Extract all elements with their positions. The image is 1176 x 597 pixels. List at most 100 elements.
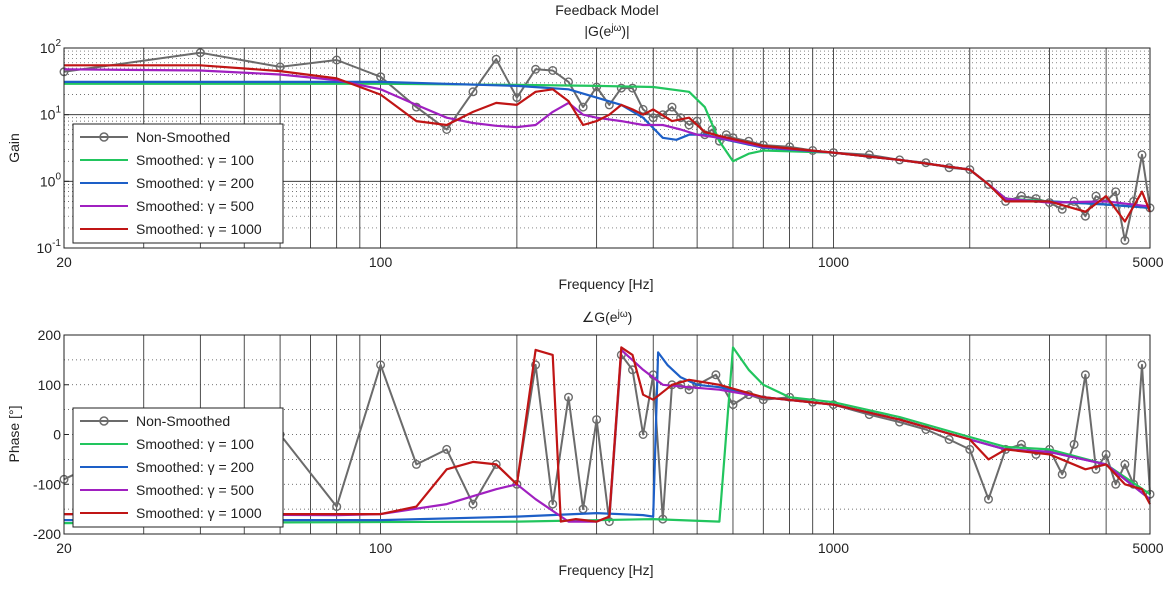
phase-y-axis-label: Phase [°]	[6, 406, 22, 463]
phase-panel: ∠G(ejω) -200 -100 0 100 200 20 100 1000 5000 Fr…	[6, 309, 1164, 578]
gain-point-non-smoothed	[468, 87, 478, 97]
gain-y-ticks: 10-1 100 101 102	[37, 38, 69, 256]
gain-point-non-smoothed	[648, 113, 658, 123]
gain-point-non-smoothed	[531, 64, 541, 74]
phase-point-non-smoothed	[1057, 469, 1067, 479]
phase-x-tick-label: 1000	[818, 540, 849, 556]
gain-y-tick-label: 101	[40, 105, 62, 123]
phase-x-ticks: 20 100 1000 5000	[56, 540, 1164, 556]
phase-point-non-smoothed	[411, 459, 421, 469]
phase-point-non-smoothed	[1120, 459, 1130, 469]
phase-x-tick-label: 20	[56, 540, 72, 556]
gain-x-tick-label: 1000	[818, 254, 849, 270]
gain-chart-title: Feedback Model	[555, 2, 659, 18]
gain-series-line-smoothed-gamma-1000	[64, 64, 1152, 223]
phase-legend-label-gamma-100: Smoothed: γ = 100	[136, 436, 254, 452]
gain-point-non-smoothed	[1120, 235, 1130, 245]
phase-point-non-smoothed	[1101, 449, 1111, 459]
gain-point-non-smoothed	[658, 110, 668, 120]
gain-legend-label-gamma-1000: Smoothed: γ = 1000	[136, 221, 262, 237]
gain-chart-subtitle: |G(ejω)|	[584, 23, 629, 39]
phase-x-tick-label: 5000	[1132, 540, 1163, 556]
gain-point-non-smoothed	[1111, 187, 1121, 197]
phase-point-non-smoothed	[1111, 479, 1121, 489]
phase-y-tick-label: -200	[33, 526, 61, 542]
phase-point-non-smoothed	[376, 360, 386, 370]
gain-x-tick-label: 100	[369, 254, 393, 270]
phase-legend: Non-Smoothed Smoothed: γ = 100 Smoothed:…	[72, 407, 284, 528]
gain-point-non-smoothed	[638, 104, 648, 114]
gain-point-non-smoothed	[332, 55, 342, 65]
gain-legend-label-non-smoothed: Non-Smoothed	[136, 129, 230, 145]
gain-legend-label-gamma-200: Smoothed: γ = 200	[136, 175, 254, 191]
phase-point-non-smoothed	[442, 444, 452, 454]
gain-point-non-smoothed	[195, 48, 205, 58]
phase-y-ticks: -200 -100 0 100 200	[33, 327, 69, 542]
gain-x-ticks: 20 100 1000 5000	[56, 254, 1164, 270]
gain-point-non-smoothed	[984, 179, 994, 189]
gain-legend-entry-non-smoothed: Non-Smoothed	[80, 129, 230, 145]
phase-series-line-smoothed-gamma-100	[63, 346, 1151, 525]
phase-point-non-smoothed	[758, 395, 768, 405]
phase-legend-entry-gamma-500: Smoothed: γ = 500	[80, 482, 254, 498]
phase-point-non-smoothed	[604, 517, 614, 527]
gain-point-non-smoothed	[512, 93, 522, 103]
phase-point-non-smoothed	[564, 392, 574, 402]
phase-legend-marker-non-smoothed	[99, 416, 109, 426]
phase-point-non-smoothed	[1069, 439, 1079, 449]
phase-legend-label-gamma-1000: Smoothed: γ = 1000	[136, 505, 262, 521]
phase-y-tick-label: -100	[33, 476, 61, 492]
gain-legend-marker-non-smoothed	[99, 132, 109, 142]
phase-chart-title: ∠G(ejω)	[582, 309, 633, 325]
gain-y-tick-label: 100	[40, 171, 62, 189]
phase-legend-entry-gamma-1000: Smoothed: γ = 1000	[80, 505, 262, 521]
phase-point-non-smoothed	[1091, 464, 1101, 474]
phase-x-tick-label: 100	[369, 540, 393, 556]
phase-point-non-smoothed	[1080, 370, 1090, 380]
gain-panel: Feedback Model |G(ejω)| 10-1 100 101 102 20…	[6, 2, 1164, 292]
phase-y-tick-label: 100	[38, 377, 62, 393]
gain-point-non-smoothed	[1137, 150, 1147, 160]
gain-y-tick-label: 10-1	[37, 238, 62, 256]
phase-point-non-smoothed	[921, 425, 931, 435]
gain-x-tick-label: 5000	[1132, 254, 1163, 270]
phase-x-axis-label: Frequency [Hz]	[559, 562, 654, 578]
gain-point-non-smoothed	[548, 65, 558, 75]
phase-legend-label-non-smoothed: Non-Smoothed	[136, 413, 230, 429]
phase-series-line-smoothed-gamma-500	[63, 348, 1151, 523]
phase-series-group	[59, 346, 1155, 527]
gain-point-non-smoothed	[667, 102, 677, 112]
gain-y-axis-label: Gain	[6, 133, 22, 163]
phase-legend-label-gamma-200: Smoothed: γ = 200	[136, 459, 254, 475]
gain-legend-entry-gamma-1000: Smoothed: γ = 1000	[80, 221, 262, 237]
gain-point-non-smoothed	[628, 83, 638, 93]
gain-point-non-smoothed	[376, 72, 386, 82]
gain-point-non-smoothed	[616, 83, 626, 93]
gain-legend-label-gamma-500: Smoothed: γ = 500	[136, 198, 254, 214]
phase-legend-entry-gamma-100: Smoothed: γ = 100	[80, 436, 254, 452]
phase-point-non-smoothed	[711, 370, 721, 380]
gain-axes-frame	[63, 47, 1151, 249]
phase-legend-label-gamma-500: Smoothed: γ = 500	[136, 482, 254, 498]
gain-legend-entry-gamma-200: Smoothed: γ = 200	[80, 175, 254, 191]
phase-y-tick-label: 200	[38, 327, 62, 343]
phase-point-non-smoothed	[895, 417, 905, 427]
phase-legend-entry-non-smoothed: Non-Smoothed	[80, 413, 230, 429]
phase-point-non-smoothed	[984, 494, 994, 504]
gain-point-non-smoothed	[491, 54, 501, 64]
gain-x-axis-label: Frequency [Hz]	[559, 276, 654, 292]
phase-point-non-smoothed	[965, 444, 975, 454]
phase-point-non-smoothed	[548, 499, 558, 509]
phase-point-non-smoothed	[638, 430, 648, 440]
phase-point-non-smoothed	[332, 502, 342, 512]
phase-point-non-smoothed	[676, 380, 686, 390]
gain-legend: Non-Smoothed Smoothed: γ = 100 Smoothed:…	[72, 123, 284, 244]
gain-point-non-smoothed	[1091, 191, 1101, 201]
phase-point-non-smoothed	[592, 415, 602, 425]
phase-y-tick-label: 0	[53, 427, 61, 443]
gain-point-non-smoothed	[864, 150, 874, 160]
gain-point-non-smoothed	[578, 102, 588, 112]
phase-point-non-smoothed	[684, 385, 694, 395]
gain-y-tick-label: 102	[40, 38, 62, 56]
